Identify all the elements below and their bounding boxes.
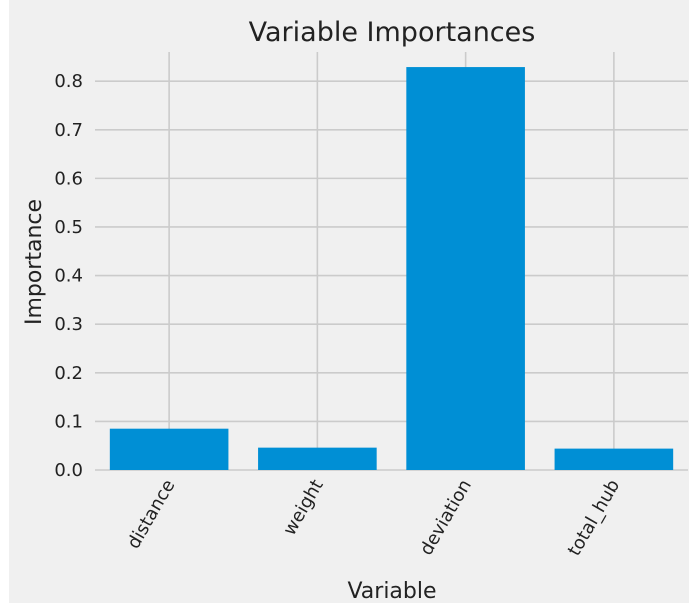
bar-deviation	[406, 67, 525, 470]
y-axis-title: Importance	[22, 199, 47, 325]
y-tick-label: 0.2	[54, 363, 83, 384]
y-tick-label: 0.1	[54, 411, 83, 432]
bar-weight	[258, 447, 377, 470]
y-tick-label: 0.3	[54, 314, 83, 335]
y-tick-label: 0.4	[54, 266, 83, 287]
grid-lines	[95, 52, 688, 471]
y-tick-label: 0.8	[54, 71, 83, 92]
x-axis-title: Variable	[347, 579, 436, 604]
y-tick-labels: 0.0 0.1 0.2 0.3 0.4 0.5 0.6 0.7 0.8	[54, 71, 83, 481]
bar-distance	[109, 428, 229, 470]
chart-title: Variable Importances	[249, 17, 536, 48]
y-tick-label: 0.0	[54, 460, 83, 481]
figure-background	[9, 0, 689, 603]
y-tick-label: 0.6	[54, 168, 83, 189]
y-tick-label: 0.5	[54, 217, 83, 238]
y-tick-label: 0.7	[54, 120, 83, 141]
bars	[109, 67, 674, 470]
bar-total-hub	[554, 448, 674, 470]
